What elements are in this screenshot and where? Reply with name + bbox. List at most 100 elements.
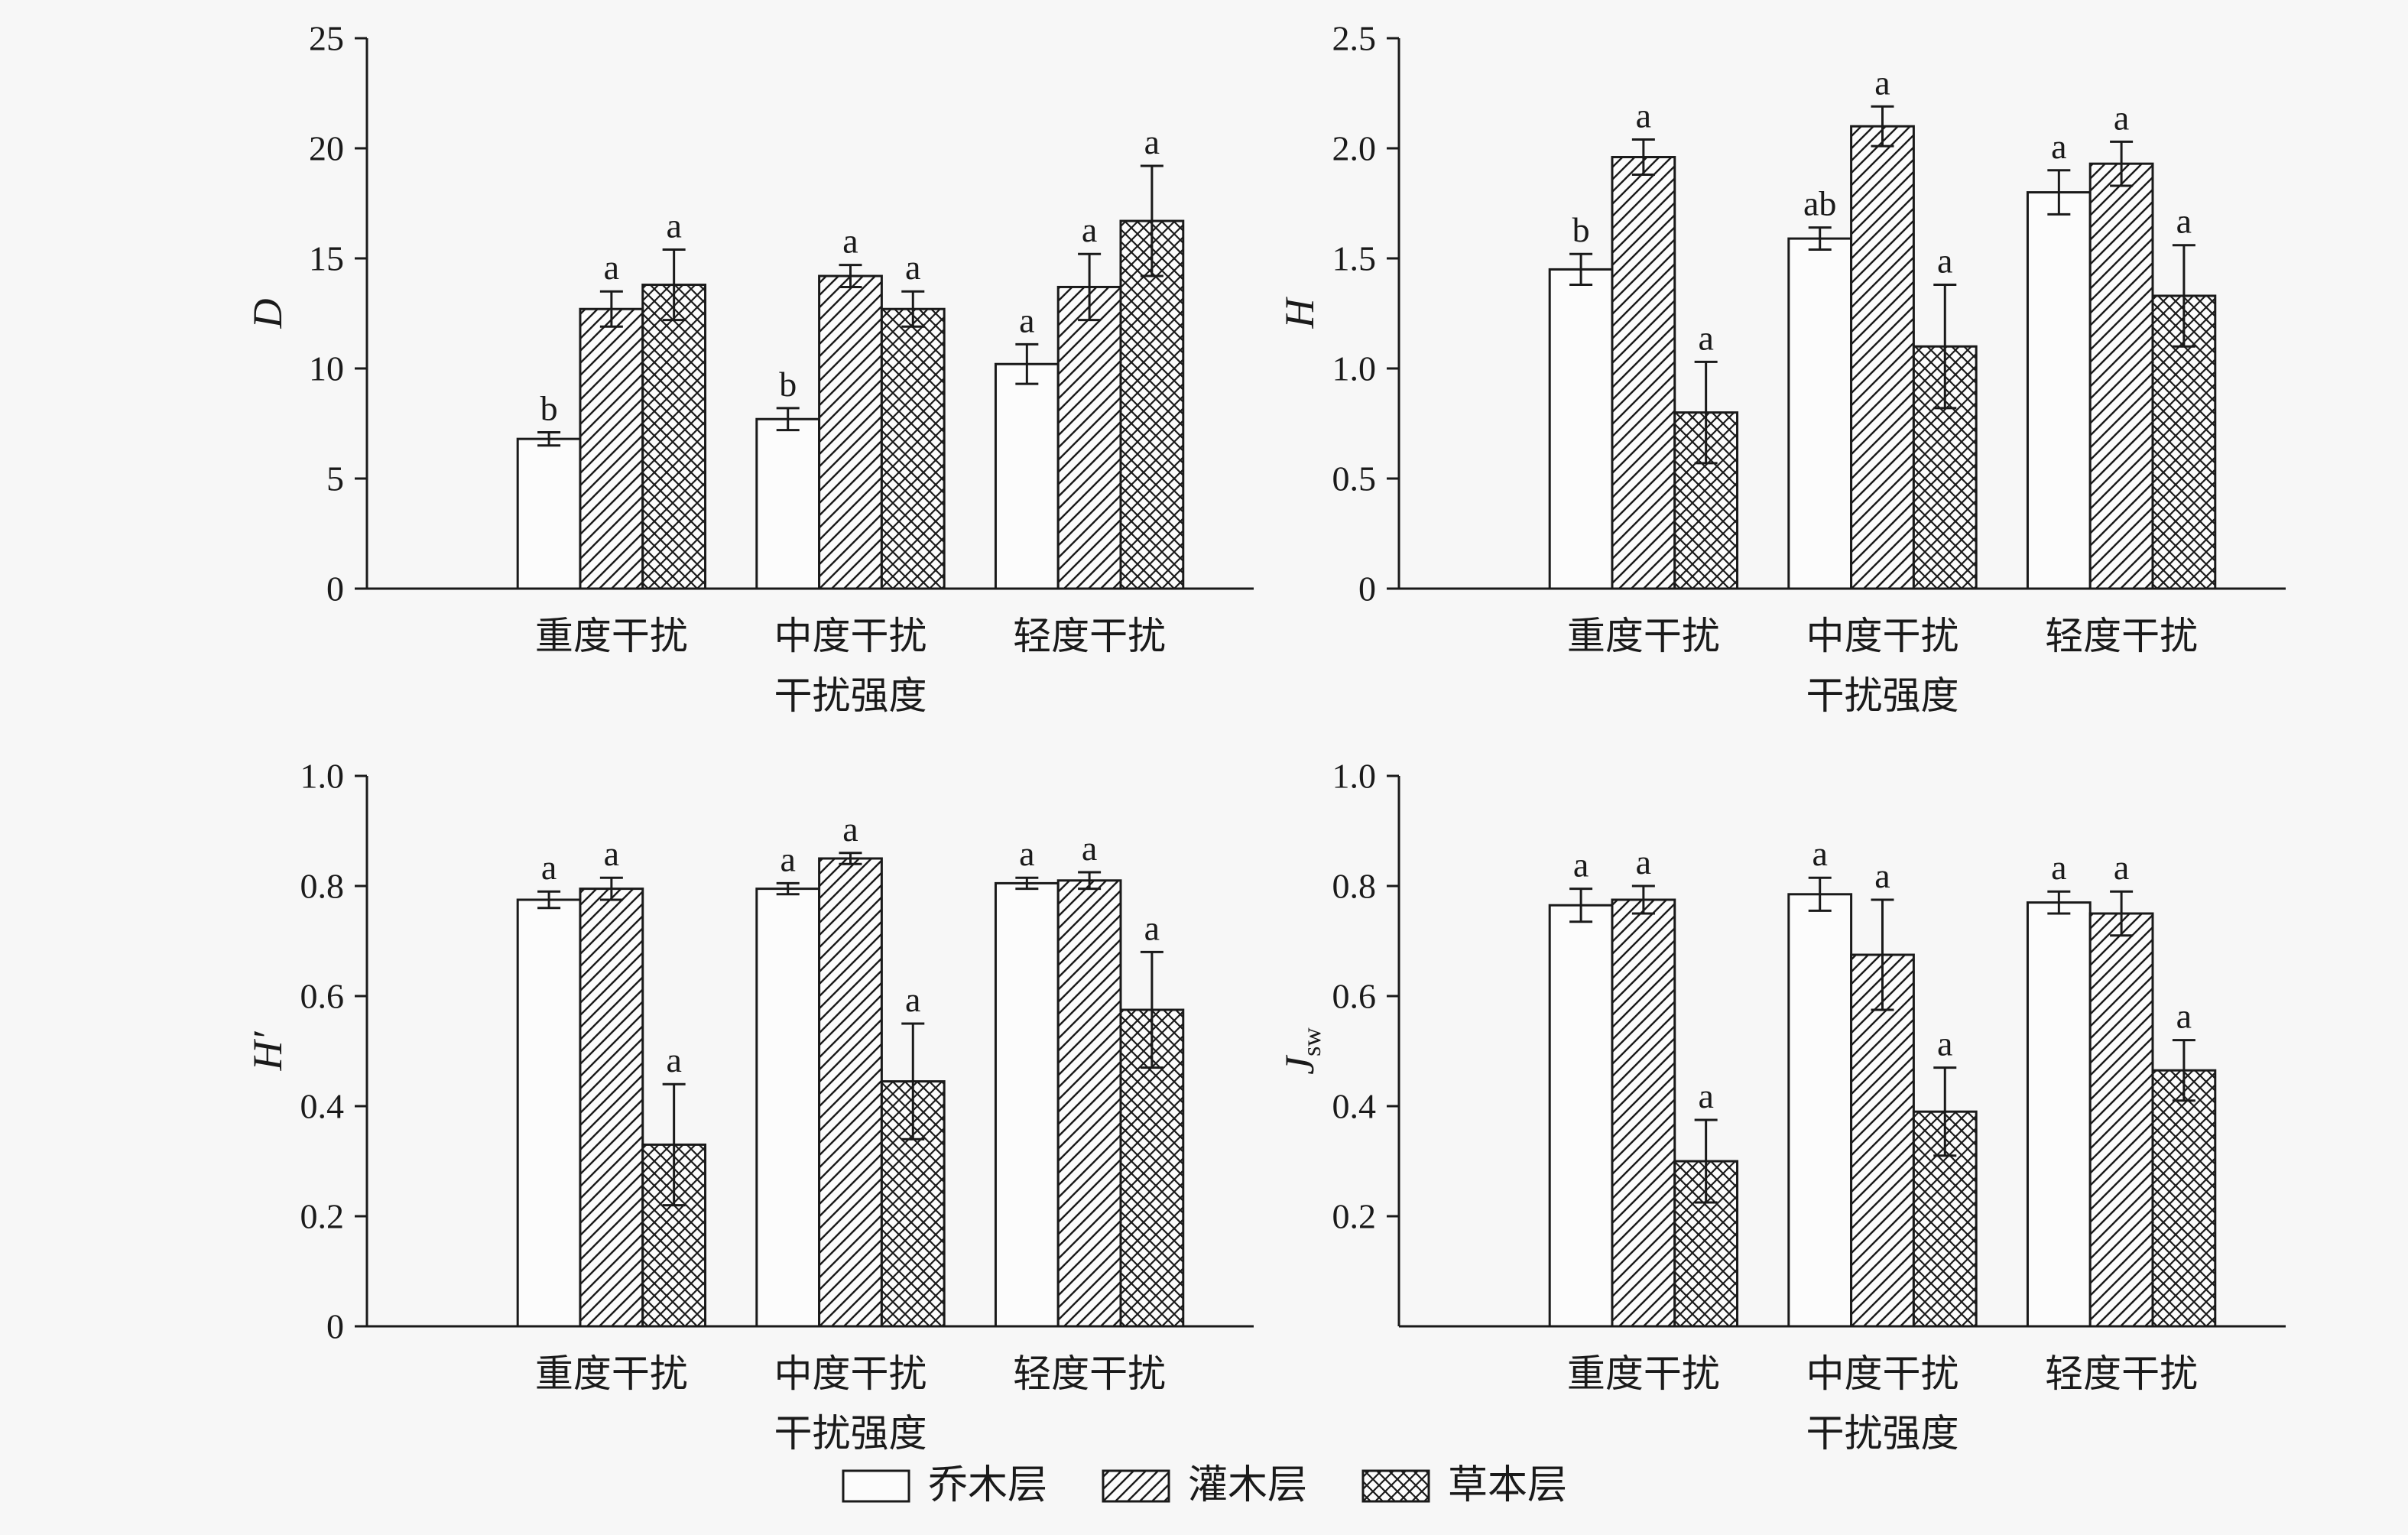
y-tick-label: 0.2 (1332, 1197, 1377, 1236)
bar-草本层-轻度干扰 (2151, 1069, 2217, 1328)
error-bar-乔木层-中度干扰 (1808, 876, 1832, 912)
legend-item-草本层: 草本层 (1361, 1466, 1567, 1506)
y-tick-label: 2.5 (1332, 19, 1377, 58)
error-bar-乔木层-轻度干扰 (1015, 342, 1039, 385)
error-bar-乔木层-中度干扰 (1808, 226, 1832, 251)
bar-灌木层-中度干扰 (818, 274, 883, 590)
bar-灌木层-轻度干扰 (2088, 912, 2154, 1328)
error-bar-草本层-轻度干扰 (1140, 950, 1163, 1069)
error-bar-草本层-重度干扰 (1694, 360, 1718, 465)
y-tick-label: 10 (309, 349, 344, 388)
bar-乔木层-重度干扰 (1548, 268, 1614, 590)
y-tick-label: 1.0 (1332, 757, 1377, 796)
error-bar-灌木层-中度干扰 (839, 264, 862, 288)
bar-灌木层-重度干扰 (579, 307, 644, 590)
x-tick-label: 轻度干扰 (1013, 615, 1166, 657)
bar-灌木层-重度干扰 (1611, 898, 1676, 1328)
error-bar-灌木层-重度干扰 (1631, 884, 1655, 915)
sig-letter-乔木层-重度干扰: a (1573, 845, 1589, 884)
error-bar-乔木层-重度干扰 (1569, 888, 1593, 923)
bar-乔木层-中度干扰 (755, 417, 821, 590)
sig-letter-乔木层-重度干扰: b (1572, 210, 1590, 249)
bar-草本层-重度干扰 (1673, 411, 1739, 590)
sig-letter-乔木层-轻度干扰: a (2051, 848, 2066, 887)
chart-svg: 0 0.5 1.0 1.5 2.0 2.5 Hb a a 重度干扰 ab a a 中度干扰 a a a 轻度干扰干… (1277, 19, 2286, 717)
bar-乔木层-中度干扰 (755, 888, 821, 1328)
y-tick-label: 15 (309, 239, 344, 278)
x-tick-label: 重度干扰 (535, 1352, 688, 1395)
x-axis-label: 干扰强度 (1806, 674, 1959, 717)
error-bar-灌木层-重度干扰 (599, 876, 623, 901)
sig-letter-草本层-轻度干扰: a (1144, 122, 1160, 161)
bar-草本层-重度干扰 (641, 284, 707, 590)
y-axis-label: H (1277, 297, 1322, 329)
error-bar-灌木层-中度干扰 (1871, 105, 1894, 148)
sig-letter-灌木层-中度干扰: a (1874, 63, 1890, 102)
sig-letter-灌木层-重度干扰: a (1636, 842, 1651, 881)
bar-灌木层-重度干扰 (1611, 156, 1676, 590)
sig-letter-草本层-中度干扰: a (905, 248, 920, 287)
bar-乔木层-中度干扰 (1787, 893, 1853, 1328)
bar-乔木层-轻度干扰 (2026, 191, 2092, 590)
y-tick-label: 5 (326, 459, 344, 498)
error-bar-乔木层-轻度干扰 (2047, 169, 2071, 216)
y-tick-label: 0.5 (1332, 459, 1377, 498)
legend-label: 草本层 (1448, 1464, 1568, 1507)
x-tick-label: 轻度干扰 (2045, 615, 2198, 657)
y-tick-label: 1.0 (1332, 349, 1377, 388)
sig-letter-灌木层-轻度干扰: a (1082, 829, 1097, 868)
sig-letter-乔木层-轻度干扰: a (1019, 300, 1034, 339)
x-tick-label: 重度干扰 (1567, 615, 1720, 657)
x-tick-label: 中度干扰 (774, 1352, 927, 1395)
sig-letter-灌木层-重度干扰: a (604, 834, 619, 873)
bar-乔木层-轻度干扰 (2026, 901, 2092, 1328)
bar-乔木层-重度干扰 (1548, 904, 1614, 1328)
legend: 乔木层 灌木层 草本层 (0, 1466, 2408, 1506)
x-axis-label: 干扰强度 (1806, 1412, 1959, 1455)
x-tick-label: 重度干扰 (535, 615, 688, 657)
error-bar-草本层-轻度干扰 (2172, 1039, 2195, 1102)
y-tick-label: 0.4 (1332, 1087, 1377, 1126)
error-bar-乔木层-轻度干扰 (1015, 876, 1039, 891)
y-tick-label: 1.0 (300, 757, 345, 796)
chart-svg: 0.2 0.4 0.6 0.8 1.0 Jsw a a a 重度干扰 a a a 中度干扰 a a a 轻度干扰干… (1277, 757, 2286, 1455)
bar-草本层-轻度干扰 (1119, 219, 1185, 590)
error-bar-灌木层-轻度干扰 (1078, 871, 1102, 891)
sig-letter-草本层-中度干扰: a (905, 980, 920, 1019)
x-tick-label: 轻度干扰 (2045, 1352, 2198, 1395)
error-bar-灌木层-轻度干扰 (1078, 252, 1102, 322)
bar-乔木层-轻度干扰 (994, 881, 1060, 1328)
error-bar-草本层-重度干扰 (1694, 1118, 1718, 1204)
sig-letter-灌木层-中度干扰: a (842, 222, 858, 261)
chart-svg: 0 0.2 0.4 0.6 0.8 1.0 H′ a a a 重度干扰 a a a 中度干扰 a a a 轻度干扰干… (245, 757, 1254, 1455)
error-bar-乔木层-重度干扰 (1569, 252, 1593, 287)
sig-letter-草本层-轻度干扰: a (2176, 997, 2192, 1036)
sig-letter-乔木层-中度干扰: b (779, 365, 797, 404)
bar-乔木层-重度干扰 (516, 437, 582, 590)
sig-letter-乔木层-中度干扰: a (780, 839, 795, 878)
sig-letter-草本层-中度干扰: a (1937, 242, 1952, 281)
error-bar-草本层-中度干扰 (901, 290, 925, 328)
error-bar-草本层-中度干扰 (1933, 284, 1957, 410)
sig-letter-草本层-重度干扰: a (666, 1040, 681, 1079)
bar-乔木层-中度干扰 (1787, 237, 1853, 590)
legend-item-灌木层: 灌木层 (1101, 1466, 1307, 1506)
error-bar-灌木层-中度干扰 (1871, 898, 1894, 1011)
error-bar-草本层-中度干扰 (1933, 1066, 1957, 1157)
sig-letter-乔木层-轻度干扰: a (2051, 127, 2066, 166)
y-tick-label: 0 (326, 1307, 344, 1346)
sig-letter-灌木层-中度干扰: a (1874, 856, 1890, 895)
sig-letter-乔木层-中度干扰: ab (1803, 184, 1836, 223)
bar-灌木层-中度干扰 (1850, 125, 1915, 590)
bar-灌木层-轻度干扰 (2088, 162, 2154, 590)
sig-letter-灌木层-中度干扰: a (842, 810, 858, 849)
bar-灌木层-轻度干扰 (1056, 285, 1122, 590)
bar-灌木层-中度干扰 (1850, 953, 1915, 1328)
y-tick-label: 0 (326, 570, 344, 608)
bar-乔木层-轻度干扰 (994, 362, 1060, 590)
y-tick-label: 0.6 (300, 977, 345, 1016)
error-bar-草本层-重度干扰 (662, 248, 686, 322)
x-tick-label: 轻度干扰 (1013, 1352, 1166, 1395)
